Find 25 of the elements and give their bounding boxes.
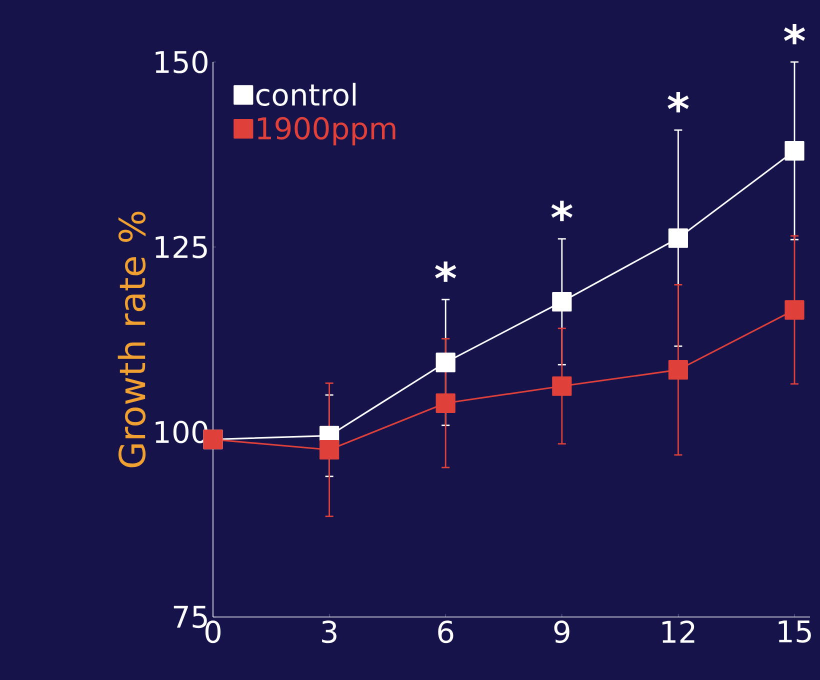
- y-axis-title: Growth rate %: [118, 212, 146, 468]
- text: *: [784, 24, 806, 44]
- x-tick-label: 3: [322, 620, 336, 644]
- annotation: *: [668, 92, 689, 112]
- x-tick-label: 12: [662, 620, 694, 643]
- y-tick-label: 125: [156, 236, 207, 258]
- annotation: *: [435, 261, 456, 282]
- point: [436, 352, 456, 372]
- point: [552, 292, 572, 312]
- point: [552, 376, 572, 396]
- legend-label: 1900ppm: [258, 117, 396, 146]
- x-tick-label: 0: [205, 620, 221, 644]
- x-tick-label: 15: [778, 620, 811, 643]
- annotation: *: [551, 200, 572, 222]
- x-tick-label: 6: [438, 620, 454, 644]
- point: [784, 140, 804, 161]
- point: [668, 228, 688, 248]
- x-tick-label: 9: [554, 620, 570, 644]
- point: [668, 360, 688, 380]
- point: [320, 440, 340, 460]
- point: [436, 393, 456, 413]
- point: [784, 300, 804, 320]
- y-tick-label: 75: [174, 606, 207, 628]
- y-tick-label: 150: [156, 50, 208, 74]
- legend-label: control: [256, 82, 356, 106]
